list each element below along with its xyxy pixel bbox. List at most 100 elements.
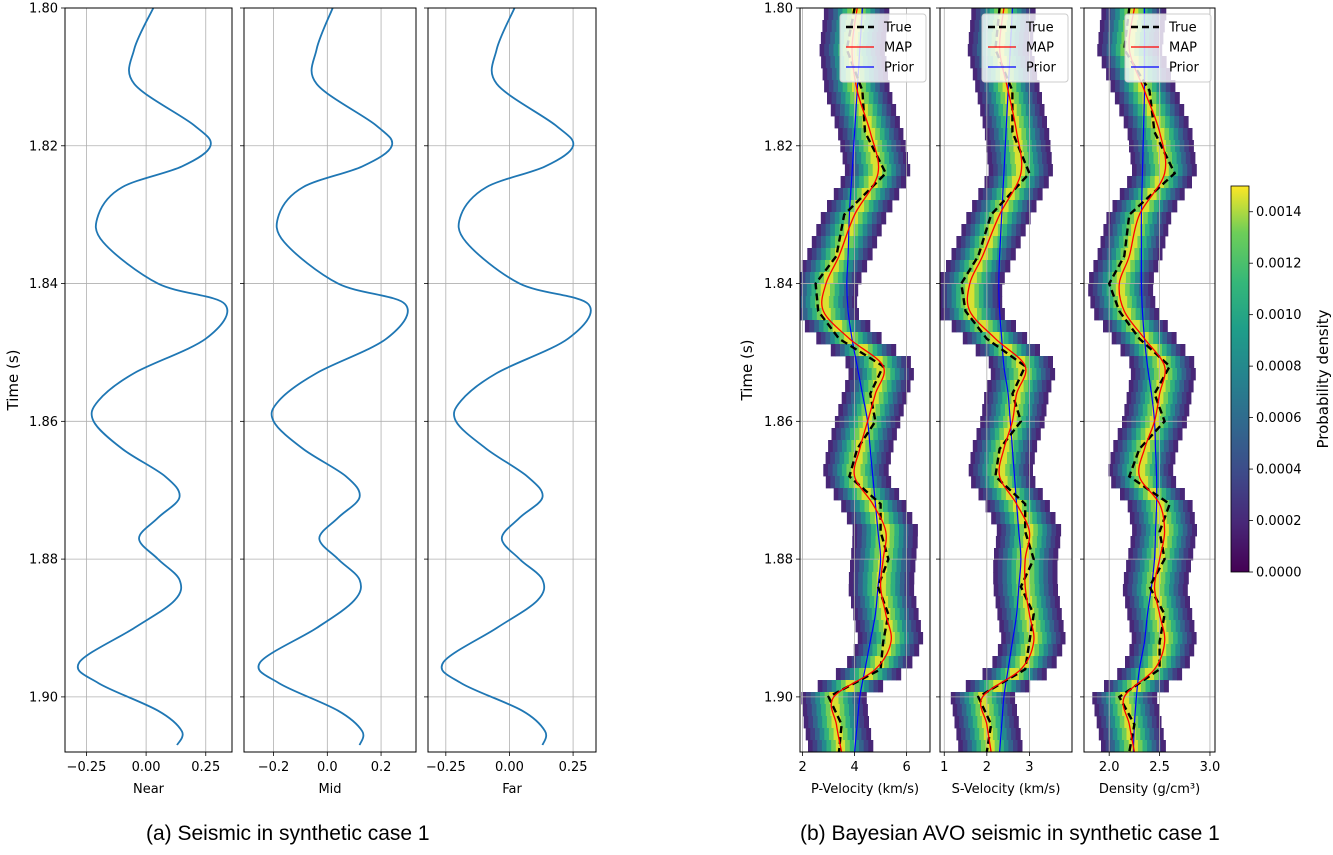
density-cell (1034, 644, 1040, 657)
density-cell (982, 464, 988, 477)
density-cell (1167, 332, 1172, 345)
density-cell (905, 380, 911, 393)
density-cell (898, 512, 903, 525)
density-cell (1140, 176, 1146, 189)
density-cell (1031, 620, 1037, 633)
density-cell (874, 440, 880, 453)
density-cell (877, 428, 883, 441)
density-cell (969, 320, 975, 333)
density-cell (1134, 596, 1140, 609)
legend-map-label: MAP (1169, 41, 1197, 56)
density-cell (871, 212, 877, 225)
density-cell (896, 380, 902, 393)
density-cell (1155, 128, 1161, 141)
y-tick-label: 1.80 (29, 2, 58, 17)
density-cell (863, 668, 869, 681)
density-cell (973, 692, 979, 705)
colorbar: 0.00000.00020.00040.00060.00080.00100.00… (1230, 185, 1332, 581)
density-cell (952, 704, 958, 717)
density-cell (1136, 632, 1142, 645)
density-cell (1106, 692, 1112, 705)
density-cell (995, 140, 1001, 153)
density-cell (845, 356, 851, 369)
density-cell (1021, 476, 1027, 489)
density-cell (1152, 452, 1157, 465)
density-cell (1104, 296, 1110, 309)
density-cell (1159, 584, 1165, 597)
density-cell (987, 668, 992, 681)
density-cell (842, 80, 848, 93)
density-cell (880, 536, 886, 549)
density-cell (849, 308, 855, 321)
density-cell (1009, 716, 1015, 729)
density-cell (1029, 608, 1035, 621)
density-cell (847, 272, 853, 285)
density-cell (1140, 728, 1146, 741)
density-cell (861, 728, 867, 741)
density-cell (871, 116, 877, 129)
density-cell (1130, 332, 1136, 345)
density-cell (968, 32, 974, 45)
density-cell (1023, 464, 1029, 477)
density-cell (1131, 608, 1137, 621)
density-cell (1027, 512, 1033, 525)
density-cell (1126, 308, 1132, 321)
density-cell (882, 380, 888, 393)
density-cell (831, 680, 837, 693)
density-cell (844, 476, 850, 489)
density-cell (1170, 644, 1176, 657)
density-cell (1128, 104, 1134, 117)
density-cell (1016, 164, 1021, 177)
density-cell (986, 308, 992, 321)
density-cell (1132, 548, 1138, 561)
density-cell (909, 584, 915, 597)
density-cell (984, 416, 990, 429)
density-cell (1002, 356, 1008, 369)
true-line (960, 7, 1035, 753)
density-cell (850, 500, 856, 513)
density-cell (861, 692, 867, 705)
density-cell (1101, 692, 1107, 705)
density-cell (1030, 176, 1036, 189)
density-cell (1115, 284, 1121, 297)
density-cell (964, 692, 970, 705)
density-cell (872, 572, 878, 585)
density-cell (1036, 596, 1042, 609)
density-cell (1005, 488, 1011, 501)
density-cell (858, 212, 863, 225)
density-cell (1024, 608, 1030, 621)
density-cell (860, 596, 866, 609)
density-cell (1131, 428, 1137, 441)
legend-prior-label: Prior (1169, 61, 1200, 76)
density-cell (835, 740, 841, 753)
density-cell (1175, 188, 1181, 201)
density-cell (965, 680, 971, 693)
density-cell (1112, 32, 1118, 45)
density-cell (835, 236, 840, 249)
density-cell (1006, 164, 1012, 177)
density-cell (997, 356, 1003, 369)
density-cell (1178, 584, 1184, 597)
density-cell (963, 716, 969, 729)
density-cell (846, 320, 852, 333)
density-cell (1146, 548, 1152, 561)
density-cell (1175, 596, 1181, 609)
density-cell (887, 200, 893, 213)
density-cell (811, 236, 817, 249)
density-cell (1120, 284, 1126, 297)
density-cell (1144, 272, 1150, 285)
density-cell (1108, 680, 1114, 693)
density-cell (1113, 464, 1118, 477)
density-cell (833, 44, 839, 57)
density-cell (1031, 200, 1037, 213)
density-cell (834, 452, 840, 465)
density-cell (1134, 284, 1140, 297)
density-cell (1151, 740, 1157, 753)
density-cell (1179, 104, 1185, 117)
density-cell (969, 692, 975, 705)
axes-frame (939, 7, 1073, 753)
density-cell (1169, 584, 1174, 597)
density-cell (1154, 704, 1160, 717)
density-cell (858, 584, 863, 597)
